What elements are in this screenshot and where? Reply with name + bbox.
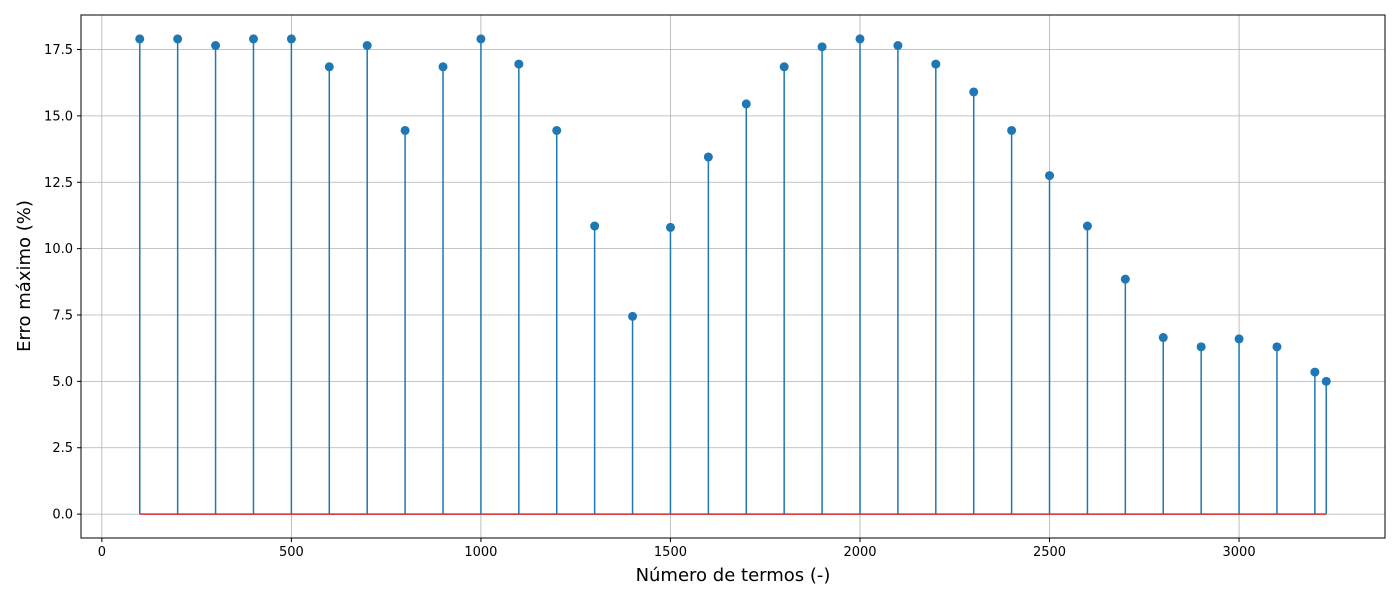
x-tick-label: 3000 <box>1223 545 1256 560</box>
stem-marker <box>324 62 334 72</box>
stem-marker <box>400 125 410 135</box>
stem-marker <box>1045 171 1055 181</box>
grid <box>81 15 1385 538</box>
y-tick-label: 10.0 <box>44 242 73 257</box>
stem-marker <box>211 41 221 51</box>
stem-marker <box>590 221 600 231</box>
stem-marker <box>703 152 713 162</box>
plot-frame <box>80 14 1386 539</box>
stem-marker <box>362 41 372 51</box>
stem-marker <box>817 42 827 52</box>
stem-marker <box>286 34 296 44</box>
stem-marker <box>969 87 979 97</box>
x-tick-label: 2000 <box>843 545 876 560</box>
x-tick-label: 500 <box>279 545 304 560</box>
x-tick-label: 1000 <box>464 545 497 560</box>
stem-marker <box>1272 342 1282 352</box>
x-axis-label: Número de termos (-) <box>636 565 831 586</box>
stem-marker <box>628 311 638 321</box>
stem-marker <box>476 34 486 44</box>
x-tick-label: 0 <box>98 545 106 560</box>
y-tick-label: 0.0 <box>52 508 73 523</box>
y-tick-label: 5.0 <box>52 375 73 390</box>
stem-marker <box>893 41 903 51</box>
stem-marker <box>514 59 524 69</box>
y-axis-label: Erro máximo (%) <box>14 200 35 352</box>
stem-marker <box>1007 125 1017 135</box>
y-tick-label: 2.5 <box>52 441 73 456</box>
stem-marker <box>931 59 941 69</box>
stem-marker <box>779 62 789 72</box>
y-tick-label: 12.5 <box>44 176 73 191</box>
stem-marker <box>665 222 675 232</box>
y-tick-label: 17.5 <box>44 43 73 58</box>
stem-marker <box>1196 342 1206 352</box>
stem-marker <box>1310 367 1320 377</box>
stems <box>135 34 1331 515</box>
stem-marker <box>1158 333 1168 343</box>
stem-marker <box>135 34 145 44</box>
stem-marker <box>855 34 865 44</box>
y-tick-label: 15.0 <box>44 109 73 124</box>
stem-marker <box>438 62 448 72</box>
stem-marker <box>248 34 258 44</box>
stem-marker <box>1321 376 1331 386</box>
stem-marker <box>552 125 562 135</box>
stem-marker <box>1120 274 1130 284</box>
x-tick-label: 2500 <box>1033 545 1066 560</box>
x-tick-label: 1500 <box>654 545 687 560</box>
stem-marker <box>1082 221 1092 231</box>
y-tick-label: 7.5 <box>52 308 73 323</box>
stem-marker <box>741 99 751 109</box>
stem-marker <box>173 34 183 44</box>
ticks: 0 500 1000 1500 2000 2500 3000 0.0 2.5 5.0 7.5 10.0… <box>44 43 1256 560</box>
stem-marker <box>1234 334 1244 344</box>
